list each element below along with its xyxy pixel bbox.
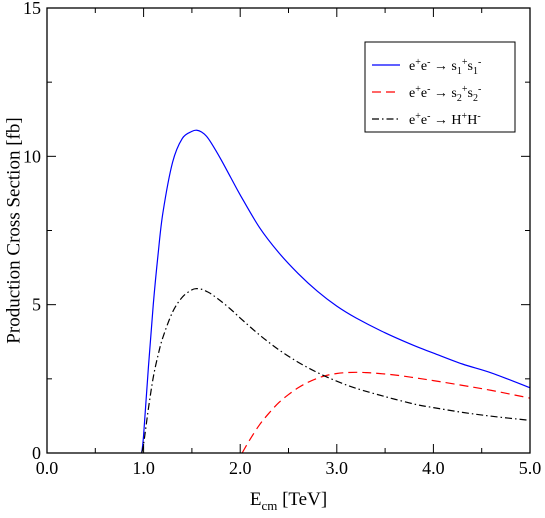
legend-label-part: +: [462, 111, 468, 122]
x-tick-label: 5.0: [519, 458, 542, 478]
y-tick-label: 15: [23, 0, 41, 18]
legend-label-2: e+e- → s2+s2-: [409, 84, 481, 104]
legend-label-part: -: [477, 111, 480, 122]
y-axis-label: Production Cross Section [fb]: [3, 117, 24, 343]
legend-label-part: s: [468, 59, 473, 74]
legend-label-part: -: [478, 57, 481, 68]
legend-label-part: e: [409, 113, 415, 128]
legend-label-part: 2: [457, 93, 462, 104]
x-tick-labels: 0.0 1.0 2.0 3.0 4.0 5.0: [36, 458, 542, 478]
series-line-1: [141, 129, 531, 454]
legend-label-part: -: [427, 84, 430, 95]
legend-box: [364, 41, 516, 133]
legend-label-part: 1: [473, 66, 478, 77]
y-tick-label: 0: [32, 443, 41, 463]
legend-label-part: 1: [457, 66, 462, 77]
series-line-2: [241, 371, 531, 454]
legend: e+e- → s1+s1-e+e- → s2+s2-e+e- → H+H-: [364, 41, 516, 133]
legend-label-part: e: [421, 59, 427, 74]
y-tick-labels: 0 5 10 15: [23, 0, 41, 463]
legend-label-3: e+e- → H+H-: [409, 111, 481, 128]
legend-label-part: +: [415, 57, 421, 68]
legend-label-part: e: [421, 113, 427, 128]
x-tick-label: 2.0: [229, 458, 252, 478]
legend-label-part: +: [462, 57, 468, 68]
x-tick-label: 1.0: [132, 458, 155, 478]
legend-label-part: +: [462, 84, 468, 95]
y-tick-label: 10: [23, 146, 41, 166]
legend-label-1: e+e- → s1+s1-: [409, 57, 481, 77]
legend-label-part: -: [427, 111, 430, 122]
series-layer: [141, 129, 531, 454]
legend-label-part: -: [478, 84, 481, 95]
x-axis-label-main: E: [250, 489, 262, 510]
x-axis-label: Ecm [TeV]: [250, 489, 327, 513]
legend-label-part: → s: [430, 59, 456, 74]
axis-ticks: [46, 7, 531, 454]
x-tick-label: 0.0: [36, 458, 59, 478]
y-tick-label: 5: [32, 295, 41, 315]
series-line-3: [141, 288, 531, 454]
legend-label-part: +: [415, 84, 421, 95]
x-tick-label: 4.0: [422, 458, 445, 478]
legend-label-part: → s: [430, 86, 456, 101]
legend-label-part: s: [468, 86, 473, 101]
legend-label-part: -: [427, 57, 430, 68]
x-axis-label-subscript: cm: [261, 498, 277, 513]
legend-label-part: e: [421, 86, 427, 101]
legend-label-part: 2: [473, 93, 478, 104]
legend-label-part: +: [415, 111, 421, 122]
x-tick-label: 3.0: [326, 458, 349, 478]
legend-label-part: → H: [430, 113, 461, 128]
legend-label-part: H: [467, 113, 477, 128]
legend-label-part: e: [409, 59, 415, 74]
legend-label-part: e: [409, 86, 415, 101]
x-axis-label-unit-text: [TeV]: [282, 489, 327, 510]
